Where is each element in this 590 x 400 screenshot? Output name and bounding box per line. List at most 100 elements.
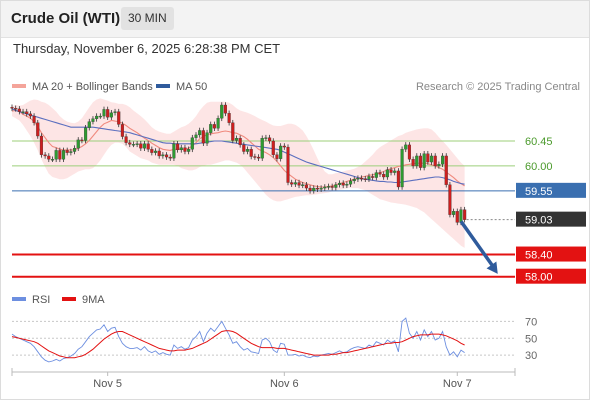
candle xyxy=(441,153,445,168)
candle-body xyxy=(150,149,154,153)
rsi-legend: RSI 9MA xyxy=(12,294,105,306)
candle xyxy=(201,127,205,146)
candles xyxy=(10,102,467,226)
candle xyxy=(179,144,183,153)
pivot-label-59-55: 59.55 xyxy=(525,186,553,198)
candle-body xyxy=(142,143,147,149)
candle-body xyxy=(334,184,338,188)
candle-body xyxy=(367,176,371,180)
rsi-legend-label: RSI xyxy=(32,294,50,306)
candle xyxy=(28,111,32,119)
candle-body xyxy=(257,156,261,159)
rsi-ma-legend-swatch xyxy=(62,297,76,301)
candle-body xyxy=(356,177,360,180)
candle-body xyxy=(341,182,345,186)
resistance-label-60-00: 60.00 xyxy=(525,161,553,173)
candle xyxy=(95,113,99,122)
candle xyxy=(106,106,110,120)
candle-body xyxy=(433,155,437,167)
candle-body xyxy=(106,109,110,118)
candle-body xyxy=(441,155,445,165)
support-label-58-40: 58.40 xyxy=(525,250,553,262)
candle xyxy=(345,181,349,189)
candle xyxy=(50,156,55,163)
candle xyxy=(76,137,80,151)
candle-body xyxy=(448,184,452,215)
candle-body xyxy=(360,177,364,180)
candle xyxy=(323,184,327,191)
candle-body xyxy=(28,113,32,117)
interval-badge[interactable]: 30 MIN xyxy=(121,7,174,30)
candle-body xyxy=(61,150,66,160)
candle-body xyxy=(418,155,423,168)
candle xyxy=(190,134,194,153)
candle xyxy=(407,142,411,163)
candle-body xyxy=(113,111,117,113)
source-note: Research © 2025 Trading Central xyxy=(416,81,580,93)
candle xyxy=(153,148,158,156)
candle xyxy=(374,169,378,181)
rsi-tick-label: 50 xyxy=(525,333,537,345)
candle-body xyxy=(80,139,84,142)
candle-body xyxy=(39,135,43,155)
candle-body xyxy=(153,150,158,153)
candle xyxy=(385,167,389,180)
candle-body xyxy=(179,147,183,151)
candle-body xyxy=(319,187,323,190)
candle xyxy=(47,153,51,163)
candle-body xyxy=(268,137,272,142)
candle xyxy=(212,121,216,132)
rsi-ma-legend-label: 9MA xyxy=(82,294,105,306)
candle xyxy=(404,142,408,153)
candle-body xyxy=(245,149,250,152)
candle xyxy=(455,208,459,226)
candle xyxy=(367,173,371,182)
candle-body xyxy=(73,148,77,152)
candle-body xyxy=(301,184,305,186)
instrument-title: Crude Oil (WTI) xyxy=(11,10,121,27)
candle-body xyxy=(393,170,397,173)
candle-body xyxy=(275,154,279,159)
candle-body xyxy=(363,178,367,180)
candle xyxy=(319,185,323,192)
candle xyxy=(135,141,139,148)
candle-body xyxy=(21,111,25,113)
candle-body xyxy=(227,113,231,123)
candle-body xyxy=(382,174,386,178)
candle-body xyxy=(463,209,467,220)
candle-body xyxy=(231,122,235,141)
rsi-line xyxy=(11,317,465,363)
candle xyxy=(312,185,316,194)
candle-body xyxy=(216,118,220,129)
candle xyxy=(304,181,308,191)
candle xyxy=(426,150,430,165)
candle-body xyxy=(43,154,47,157)
candle-body xyxy=(187,149,191,152)
candle-body xyxy=(183,147,187,152)
candle-body xyxy=(168,156,172,159)
candle-body xyxy=(385,169,389,178)
candle xyxy=(25,108,29,117)
candle xyxy=(400,146,404,190)
candle-body xyxy=(279,145,283,159)
candle-body xyxy=(429,155,434,163)
candle-body xyxy=(194,134,198,138)
candle xyxy=(172,141,176,161)
candle xyxy=(73,145,77,155)
candle-body xyxy=(345,184,349,186)
candle-body xyxy=(131,144,135,146)
candle xyxy=(422,150,426,171)
candle-body xyxy=(109,112,113,118)
candle-body xyxy=(400,149,404,188)
candle-body xyxy=(91,118,95,122)
candle-body xyxy=(198,130,202,136)
candle-body xyxy=(65,150,69,153)
candle xyxy=(54,147,58,163)
ma50-legend-swatch xyxy=(156,84,170,88)
last-price-tag xyxy=(516,211,586,227)
candle xyxy=(308,185,312,194)
candle-body xyxy=(87,121,91,128)
candle-body xyxy=(422,153,426,168)
candle-body xyxy=(426,153,430,163)
